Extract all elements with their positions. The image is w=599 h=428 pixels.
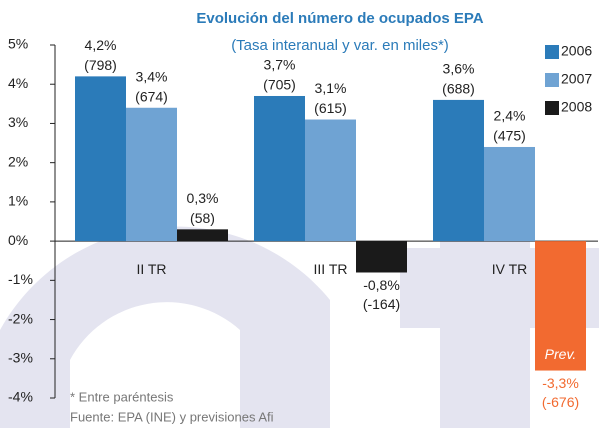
x-tick-label: II TR — [136, 261, 166, 277]
legend-label: 2008 — [561, 99, 592, 115]
y-tick-label: -3% — [8, 349, 33, 365]
count-label: (615) — [314, 100, 347, 116]
bar — [356, 241, 407, 273]
value-label: 3,4% — [136, 68, 168, 84]
bar — [305, 119, 356, 242]
value-label: 3,1% — [315, 80, 347, 96]
y-tick-label: 3% — [8, 114, 28, 130]
x-tick-label: III TR — [314, 261, 348, 277]
logo-a — [0, 226, 330, 428]
x-tick-label: IV TR — [492, 261, 528, 277]
value-label: 2,4% — [494, 108, 526, 124]
count-label: (798) — [84, 57, 117, 73]
y-tick-label: 4% — [8, 75, 28, 91]
y-tick-label: 0% — [8, 232, 28, 248]
note: * Entre paréntesis — [70, 389, 174, 404]
y-tick-label: 1% — [8, 193, 28, 209]
legend-swatch — [545, 73, 559, 87]
count-label: (-676) — [542, 394, 579, 410]
legend-label: 2007 — [561, 71, 592, 87]
legend-swatch — [545, 101, 559, 115]
annotation: Prev. — [545, 346, 577, 362]
count-label: (688) — [442, 81, 475, 97]
y-tick-label: 5% — [8, 36, 28, 52]
value-label: 4,2% — [85, 37, 117, 53]
y-tick-label: 2% — [8, 153, 28, 169]
count-label: (58) — [190, 210, 215, 226]
value-label: 3,6% — [443, 61, 475, 77]
chart-subtitle: (Tasa interanual y var. en miles*) — [231, 37, 449, 54]
bar — [75, 76, 126, 242]
y-tick-label: -2% — [8, 310, 33, 326]
value-label: 3,7% — [264, 57, 296, 73]
y-tick-label: -1% — [8, 271, 33, 287]
bar — [433, 99, 484, 242]
count-label: (705) — [263, 77, 296, 93]
legend-swatch — [545, 45, 559, 59]
chart-title: Evolución del número de ocupados EPA — [196, 10, 483, 27]
bar — [254, 95, 305, 242]
value-label: -3,3% — [542, 375, 579, 391]
count-label: (674) — [135, 88, 168, 104]
count-label: (-164) — [363, 296, 400, 312]
bar — [177, 229, 228, 242]
bar — [535, 241, 586, 371]
note: Fuente: EPA (INE) y previsiones Afi — [70, 409, 274, 424]
legend-label: 2006 — [561, 43, 592, 59]
value-label: 0,3% — [187, 190, 219, 206]
bar — [484, 146, 535, 242]
bar — [126, 107, 177, 242]
count-label: (475) — [493, 128, 526, 144]
y-tick-label: -4% — [8, 389, 33, 405]
value-label: -0,8% — [363, 277, 400, 293]
